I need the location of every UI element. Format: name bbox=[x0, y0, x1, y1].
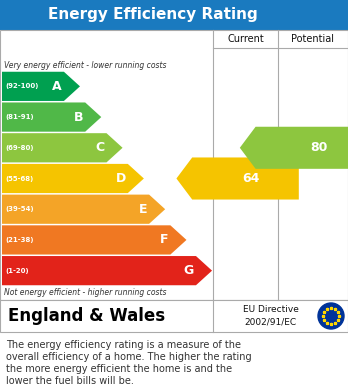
Text: overall efficiency of a home. The higher the rating: overall efficiency of a home. The higher… bbox=[6, 352, 252, 362]
Bar bbox=[0, 300, 348, 332]
Bar bbox=[0, 0, 348, 30]
Polygon shape bbox=[240, 127, 348, 169]
Polygon shape bbox=[2, 256, 212, 285]
Text: (81-91): (81-91) bbox=[5, 114, 34, 120]
Text: Potential: Potential bbox=[292, 34, 334, 44]
Text: 64: 64 bbox=[242, 172, 260, 185]
Text: (1-20): (1-20) bbox=[5, 268, 29, 274]
Text: the more energy efficient the home is and the: the more energy efficient the home is an… bbox=[6, 364, 232, 374]
Text: Current: Current bbox=[227, 34, 264, 44]
Text: Very energy efficient - lower running costs: Very energy efficient - lower running co… bbox=[4, 61, 166, 70]
Bar bbox=[0, 30, 348, 300]
Text: C: C bbox=[95, 141, 104, 154]
Polygon shape bbox=[2, 102, 101, 132]
Polygon shape bbox=[2, 72, 80, 101]
Text: (39-54): (39-54) bbox=[5, 206, 34, 212]
Text: (21-38): (21-38) bbox=[5, 237, 33, 243]
Text: E: E bbox=[139, 203, 147, 216]
Polygon shape bbox=[2, 225, 187, 255]
Text: lower the fuel bills will be.: lower the fuel bills will be. bbox=[6, 376, 134, 386]
Text: 80: 80 bbox=[310, 141, 327, 154]
Text: (55-68): (55-68) bbox=[5, 176, 33, 181]
Text: The energy efficiency rating is a measure of the: The energy efficiency rating is a measur… bbox=[6, 340, 241, 350]
Text: A: A bbox=[52, 80, 62, 93]
Text: B: B bbox=[74, 111, 83, 124]
Polygon shape bbox=[176, 158, 299, 199]
Text: (92-100): (92-100) bbox=[5, 83, 38, 90]
Text: EU Directive: EU Directive bbox=[243, 305, 299, 314]
Text: Not energy efficient - higher running costs: Not energy efficient - higher running co… bbox=[4, 288, 166, 297]
Text: (69-80): (69-80) bbox=[5, 145, 33, 151]
Text: G: G bbox=[184, 264, 194, 277]
Text: England & Wales: England & Wales bbox=[8, 307, 165, 325]
Text: F: F bbox=[160, 233, 168, 246]
Text: 2002/91/EC: 2002/91/EC bbox=[244, 317, 296, 326]
Polygon shape bbox=[2, 195, 165, 224]
Text: D: D bbox=[116, 172, 126, 185]
Polygon shape bbox=[2, 164, 144, 193]
Circle shape bbox=[318, 303, 344, 329]
Polygon shape bbox=[2, 133, 122, 162]
Text: Energy Efficiency Rating: Energy Efficiency Rating bbox=[48, 7, 258, 23]
